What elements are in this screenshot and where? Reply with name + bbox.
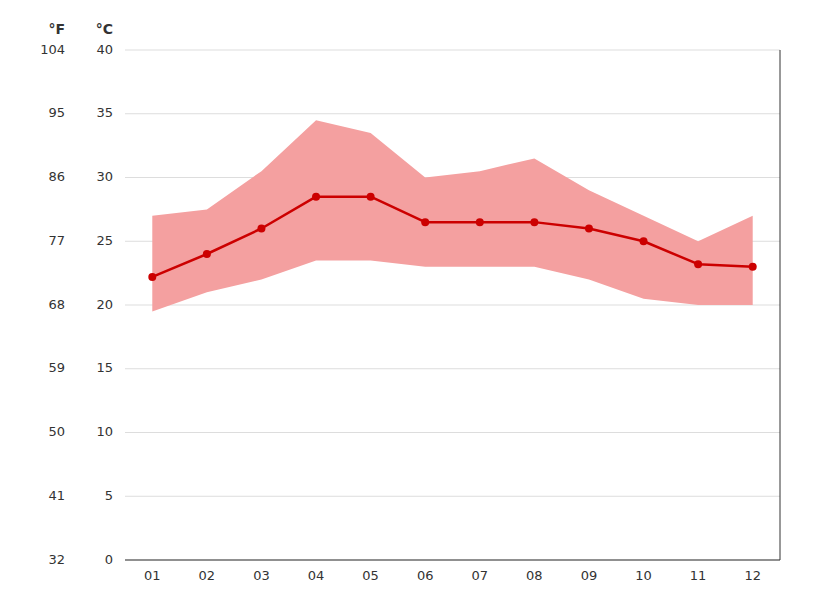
marker [367,193,375,201]
y-tick-label: 25 [96,233,113,248]
marker [476,218,484,226]
y2-tick-label: 59 [48,360,65,375]
grid-line [125,305,780,306]
marker [148,273,156,281]
marker [585,225,593,233]
y-tick-label: 5 [105,488,113,503]
x-tick-label: 10 [635,568,652,583]
x-tick-label: 07 [472,568,489,583]
x-tick-label: 12 [744,568,761,583]
grid-line [125,368,780,369]
y2-tick-label: 104 [40,42,65,57]
y-tick-label: 30 [96,169,113,184]
marker [312,193,320,201]
marker [203,250,211,258]
y2-axis-label: °F [48,21,65,37]
marker [749,263,757,271]
axes: 0102030405060708091011120510152025303540… [40,21,780,583]
y2-tick-label: 68 [48,297,65,312]
y2-tick-label: 50 [48,424,65,439]
y-tick-label: 40 [96,42,113,57]
y2-tick-label: 32 [48,552,65,567]
y2-tick-label: 41 [48,488,65,503]
y-tick-label: 15 [96,360,113,375]
x-tick-label: 05 [362,568,379,583]
plot-area [148,120,756,311]
y-tick-label: 20 [96,297,113,312]
chart: 0102030405060708091011120510152025303540… [0,0,815,611]
x-tick-label: 03 [253,568,270,583]
marker [257,225,265,233]
grid [125,50,780,560]
grid-line [125,50,780,51]
x-tick-label: 06 [417,568,434,583]
y-axis-label: °C [96,21,113,37]
grid-line [125,560,780,561]
x-tick-label: 11 [690,568,707,583]
grid-line [125,432,780,433]
range-band [152,120,752,311]
x-tick-label: 08 [526,568,543,583]
x-tick-label: 04 [308,568,325,583]
mean-line [152,197,752,277]
y-tick-label: 10 [96,424,113,439]
x-tick-label: 09 [581,568,598,583]
marker [530,218,538,226]
y-tick-label: 35 [96,105,113,120]
marker [640,237,648,245]
y2-tick-label: 77 [48,233,65,248]
y-axis-line [780,50,781,560]
x-axis-line [125,560,780,561]
x-tick-label: 01 [144,568,161,583]
grid-line [125,496,780,497]
y-tick-label: 0 [105,552,113,567]
y2-tick-label: 86 [48,169,65,184]
x-tick-label: 02 [199,568,216,583]
marker [421,218,429,226]
marker [694,260,702,268]
grid-line [125,113,780,114]
y2-tick-label: 95 [48,105,65,120]
